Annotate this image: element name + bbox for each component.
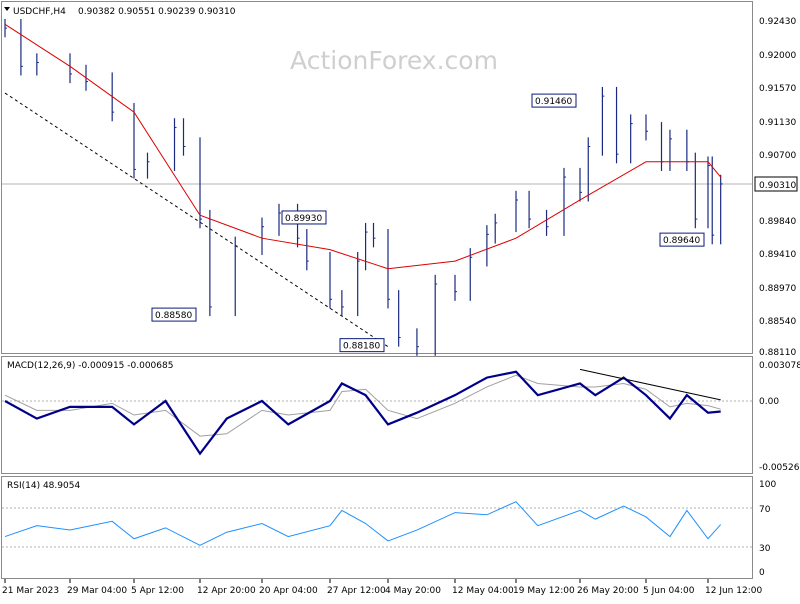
rsi-tick-label: 30: [759, 544, 771, 554]
price-tick-label: 0.89410: [759, 250, 796, 260]
x-tick-label: 19 May 12:00: [513, 586, 575, 596]
price-tick-label: 0.92000: [759, 51, 796, 61]
x-tick-label: 26 May 20:00: [577, 586, 639, 596]
price-panel-frame: [1, 1, 753, 354]
moving-average-line: [4, 23, 722, 270]
price-tick-label: 0.88970: [759, 284, 796, 294]
price-label-text: 0.88580: [155, 311, 192, 321]
x-tick-label: 27 Apr 12:00: [327, 586, 386, 596]
x-tick-label: 21 Mar 2023: [2, 586, 59, 596]
rsi-line-path: [4, 501, 722, 546]
x-tick-label: 29 Mar 04:00: [67, 586, 127, 596]
price-tick-label: 0.91570: [759, 84, 796, 94]
macd-main-line: [4, 370, 721, 456]
price-tick-label: 0.88110: [759, 348, 796, 358]
price-header: USDCHF,H4 0.90382 0.90551 0.90239 0.9031…: [4, 7, 236, 17]
price-label-box: [531, 93, 577, 108]
x-tick-label: 4 May 20:00: [385, 586, 441, 596]
moving-average: [4, 23, 722, 270]
x-tick-label: 5 Apr 12:00: [131, 586, 184, 596]
support-trendline: [4, 92, 389, 348]
price-label-box: [151, 307, 197, 322]
macd-panel-frame: [1, 356, 753, 474]
price-annotations: 0.88580 0.89930 0.88180 0.91460 0.89640: [151, 93, 705, 353]
ohlc-values: 0.90382 0.90551 0.90239 0.90310: [78, 7, 236, 17]
x-tick-label: 5 Jun 04:00: [643, 586, 695, 596]
price-trendline: [4, 92, 389, 348]
macd-signal-line: [4, 374, 721, 437]
dropdown-triangle-icon: [4, 7, 10, 11]
price-label-box: [281, 210, 327, 225]
rsi-panel-frame: [1, 476, 753, 579]
current-price-tag: [754, 176, 798, 192]
watermark-text: ActionForex.com: [290, 46, 498, 75]
rsi-tick-label: 70: [759, 505, 771, 515]
rsi-tick-label: 100: [759, 480, 776, 490]
macd-tick-label: 0.003078: [759, 361, 800, 371]
macd-lines: [4, 368, 721, 456]
x-tick-label: 12 Apr 20:00: [197, 586, 256, 596]
macd-title: MACD(12,26,9) -0.000915 -0.000685: [7, 361, 173, 371]
price-axis: 0.92430 0.92000 0.91570 0.91130 0.90700 …: [759, 17, 796, 358]
macd-tick-label: 0.00: [759, 397, 779, 407]
price-label-text: 0.88180: [343, 342, 380, 352]
x-tick-label: 20 Apr 04:00: [259, 586, 318, 596]
price-label-text: 0.89930: [285, 214, 322, 224]
symbol-title: USDCHF,H4: [13, 7, 66, 17]
macd-trendline: [579, 368, 721, 401]
price-label-text: 0.89640: [663, 236, 700, 246]
rsi-title: RSI(14) 48.9054: [7, 481, 80, 491]
price-bars: [4, 18, 723, 356]
price-label-box: [339, 338, 385, 353]
price-tick-label: 0.91130: [759, 118, 796, 128]
price-tick-label: 0.88540: [759, 317, 796, 327]
current-price-label: 0.90310: [759, 181, 796, 191]
x-tick-label: 12 Jun 12:00: [705, 586, 762, 596]
rsi-tick-label: 0: [759, 568, 765, 578]
price-tick-label: 0.89840: [759, 217, 796, 227]
price-tick-label: 0.92430: [759, 17, 796, 27]
x-tick-label: 12 May 04:00: [452, 586, 514, 596]
price-tick-label: 0.90700: [759, 151, 796, 161]
rsi-line: [4, 501, 722, 546]
macd-tick-label: -0.005268: [759, 463, 800, 473]
price-label-box: [659, 232, 705, 247]
time-axis: 21 Mar 2023 29 Mar 04:00 5 Apr 12:00 12 Apr…: [2, 579, 762, 596]
price-label-text: 0.91460: [535, 97, 572, 107]
